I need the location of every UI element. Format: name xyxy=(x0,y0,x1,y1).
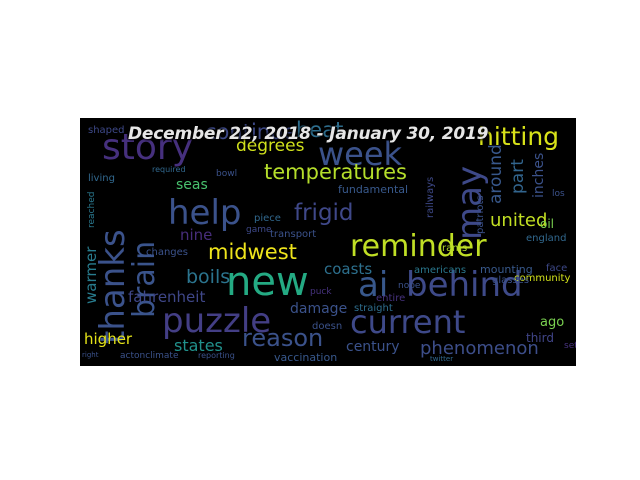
cloud-word: behind xyxy=(406,265,523,305)
cloud-word: current xyxy=(350,303,466,341)
cloud-word: continue xyxy=(205,120,297,144)
cloud-word: damage xyxy=(290,301,348,317)
cloud-word: temperatures xyxy=(264,160,407,184)
cloud-word: boils xyxy=(186,266,231,288)
cloud-word: entire xyxy=(376,293,406,304)
cloud-word: oil xyxy=(540,217,555,231)
cloud-word: century xyxy=(346,339,400,355)
cloud-word: new xyxy=(226,259,309,305)
cloud-word: part xyxy=(508,159,528,194)
cloud-word: twitter xyxy=(430,355,454,363)
cloud-word: changes xyxy=(146,247,189,258)
cloud-word: patriots xyxy=(475,195,486,234)
cloud-word: help xyxy=(168,193,242,233)
cloud-word: hitting xyxy=(478,122,560,151)
cloud-word: straight xyxy=(354,303,393,314)
cloud-word: face xyxy=(546,263,568,274)
cloud-word: doesn xyxy=(312,321,343,332)
cloud-word: fundamental xyxy=(338,183,409,196)
cloud-word: week xyxy=(318,135,403,173)
cloud-word: railways xyxy=(425,176,436,218)
cloud-word: inches xyxy=(531,152,547,198)
cloud-word: los xyxy=(552,189,565,199)
cloud-word: story xyxy=(102,127,194,168)
cloud-word: third xyxy=(526,331,554,345)
cloud-word: states xyxy=(174,336,223,355)
cloud-word: americans xyxy=(414,265,467,276)
cloud-word: vaccination xyxy=(274,351,338,364)
cloud-word: reporting xyxy=(198,351,235,360)
cloud-word: united xyxy=(490,210,548,231)
cloud-word: actonclimate xyxy=(120,351,179,361)
cloud-word: puzzle xyxy=(162,301,272,341)
cloud-word: nope xyxy=(398,281,421,291)
cloud-word: thanks xyxy=(93,229,133,344)
cloud-word: midwest xyxy=(208,240,297,264)
cloud-word: shaped xyxy=(88,125,125,136)
cloud-word: mounting xyxy=(480,263,533,276)
cloud-word: glasses xyxy=(492,275,530,286)
cloud-word: frigid xyxy=(294,200,354,226)
cloud-word: puck xyxy=(310,287,332,297)
cloud-word: game xyxy=(246,225,272,235)
cloud-word: ago xyxy=(540,315,565,330)
cloud-word: piece xyxy=(254,213,281,224)
cloud-word: transport xyxy=(270,229,317,240)
cloud-word: phenomenon xyxy=(420,338,539,359)
cloud-word: living xyxy=(88,173,115,184)
word-cloud: thanks brain story week hitting continue… xyxy=(80,118,576,366)
cloud-word: heat xyxy=(296,118,344,142)
cloud-word: nine xyxy=(180,226,213,244)
cloud-word: rams xyxy=(442,243,468,254)
cloud-word: seas xyxy=(176,177,208,193)
cloud-word: degrees xyxy=(236,136,305,156)
cloud-word: higher xyxy=(84,330,133,348)
cloud-word: ai xyxy=(358,265,389,305)
cloud-word: coasts xyxy=(324,260,373,278)
chart-title: December 22, 2018 - January 30, 2019 xyxy=(128,124,489,144)
cloud-word: bowl xyxy=(216,169,238,179)
cloud-word: required xyxy=(152,165,186,174)
cloud-word: england xyxy=(526,233,567,244)
cloud-word: set xyxy=(564,341,576,351)
cloud-word: around xyxy=(486,144,506,204)
cloud-word: right xyxy=(82,351,99,359)
cloud-word: community xyxy=(514,273,571,284)
cloud-word: fahrenheit xyxy=(128,288,206,306)
cloud-word: reached xyxy=(87,191,97,228)
cloud-word: warmer xyxy=(82,246,100,304)
cloud-word: reason xyxy=(242,324,324,352)
cloud-word: reminder xyxy=(350,229,487,264)
